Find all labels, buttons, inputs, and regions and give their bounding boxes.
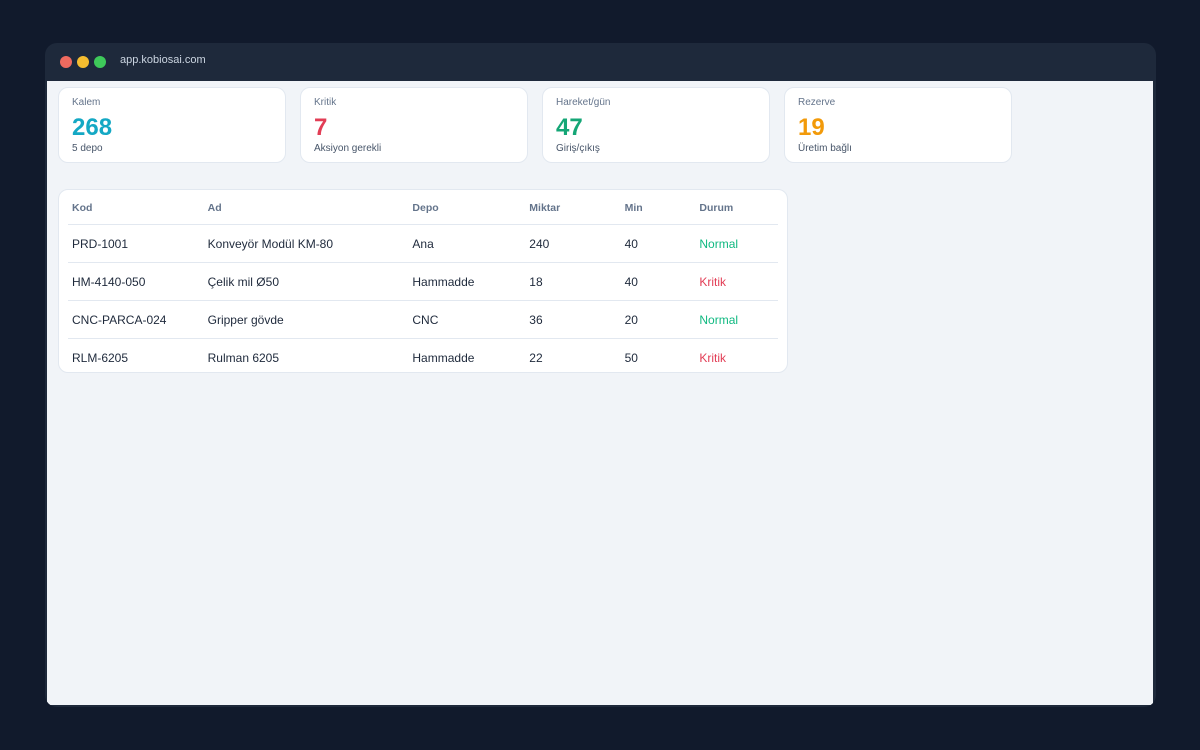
card-value: 7	[314, 114, 328, 141]
card-value: 268	[72, 114, 113, 141]
table-row: PRD-1001 Konveyör Modül KM-80 Ana 240 40 Norm…	[68, 224, 778, 263]
column-header: Miktar	[525, 192, 621, 225]
table-row: HM-4140-050 Çelik mil Ø50 Hammadde 18 40 Krit…	[68, 262, 778, 301]
table-cell: Çelik mil Ø50	[203, 262, 409, 301]
table-cell: Hammadde	[412, 350, 475, 365]
table-cell: Hammadde	[408, 262, 526, 301]
table-cell: 40	[620, 262, 696, 301]
table-cell: PRD-1001	[68, 224, 204, 263]
table-cell: 18	[525, 262, 621, 301]
stat-card: Kalem 268 5 depo	[58, 87, 286, 163]
stat-card: Rezerve 19 Üretim bağlı	[784, 87, 1012, 163]
card-label: Hareket/gün	[556, 97, 611, 108]
stat-card: Kritik 7 Aksiyon gerekli	[300, 87, 528, 163]
card-value: 19	[798, 114, 825, 141]
table-cell: Konveyör Modül KM-80	[203, 224, 409, 263]
table-row: CNC-PARCA-024 Gripper gövde CNC 36 20 Normal	[68, 300, 778, 339]
table-cell: Kritik	[699, 350, 727, 365]
card-subtitle: Aksiyon gerekli	[314, 143, 382, 154]
table-cell: 22	[529, 350, 543, 365]
app-content: Kod Ad Depo Miktar Min Durum PRD-1001 Konveyör …	[47, 81, 1153, 705]
table-cell: 40	[620, 224, 696, 263]
column-header: Depo	[408, 192, 526, 225]
table-cell: 20	[620, 300, 696, 339]
table-row: RLM-6205 Rulman 6205 Hammadde 22 50 Kritik	[68, 339, 778, 377]
column-header: Ad	[203, 192, 409, 225]
table-cell: CNC	[408, 300, 526, 339]
browser-window: app.kobiosai.com Kod Ad Depo Miktar Min Durum…	[45, 43, 1156, 707]
close-button[interactable]	[60, 56, 72, 68]
column-header: Durum	[695, 192, 778, 225]
card-value: 47	[556, 114, 583, 141]
column-header: Min	[620, 192, 696, 225]
table-cell: Rulman 6205	[207, 350, 280, 365]
card-subtitle: 5 depo	[72, 143, 103, 154]
stock-table: Kod Ad Depo Miktar Min Durum PRD-1001 Konveyör …	[58, 189, 788, 373]
card-label: Rezerve	[798, 97, 836, 108]
table-cell: Gripper gövde	[203, 300, 409, 339]
title-bar: app.kobiosai.com	[45, 43, 1156, 81]
card-label: Kritik	[314, 97, 337, 108]
column-header: Kod	[68, 192, 204, 225]
table-cell: 240	[525, 224, 621, 263]
table-cell: 36	[525, 300, 621, 339]
table-cell: RLM-6205	[72, 350, 129, 365]
table-cell: HM-4140-050	[68, 262, 204, 301]
table-cell: 50	[624, 350, 638, 365]
maximize-button[interactable]	[94, 56, 106, 68]
card-subtitle: Giriş/çıkış	[556, 143, 600, 154]
table-cell: Normal	[695, 300, 778, 339]
table-cell: Normal	[695, 224, 778, 263]
card-label: Kalem	[72, 97, 101, 108]
minimize-button[interactable]	[77, 56, 89, 68]
table-cell: Ana	[408, 224, 526, 263]
card-subtitle: Üretim bağlı	[798, 143, 852, 154]
table-cell: CNC-PARCA-024	[68, 300, 204, 339]
table-cell: Kritik	[695, 262, 778, 301]
stat-card: Hareket/gün 47 Giriş/çıkış	[542, 87, 770, 163]
url: app.kobiosai.com	[120, 54, 206, 66]
